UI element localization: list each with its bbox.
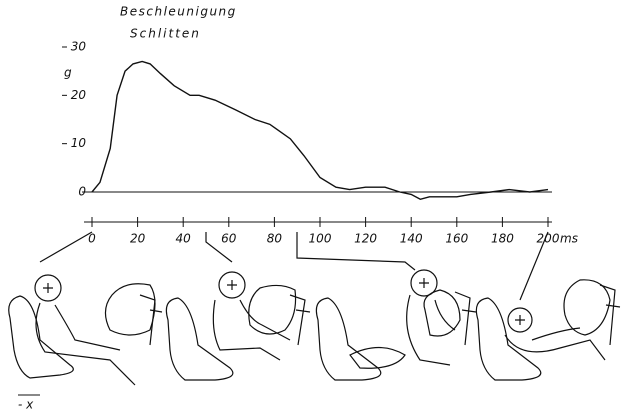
x-tick-label: 140	[400, 232, 423, 246]
x-tick-label: 80	[267, 232, 283, 246]
x-tick-label: 200	[537, 232, 560, 246]
annotation: - x	[18, 398, 34, 412]
y-unit: g	[64, 66, 72, 80]
chart: Beschleunigung Schlitten g - x 010203002…	[0, 0, 624, 415]
y-tick-label: 10	[71, 136, 87, 150]
x-tick-label: 160	[445, 232, 468, 246]
data-line	[92, 62, 548, 200]
illustrations	[9, 232, 620, 385]
x-tick-label: 0	[88, 232, 96, 246]
x-tick-label: 180	[491, 232, 514, 246]
x-tick-label: 100	[309, 232, 332, 246]
x-tick-label: 40	[176, 232, 192, 246]
y-tick-label: 20	[71, 88, 87, 102]
x-tick-label: 120	[354, 232, 377, 246]
x-tick-label: 60	[221, 232, 237, 246]
x-tick-label: 20	[130, 232, 146, 246]
y-label: Beschleunigung	[120, 5, 237, 19]
y-tick-label: 30	[71, 40, 87, 54]
x-unit: ms	[560, 232, 578, 246]
y-label: Schlitten	[130, 27, 201, 41]
